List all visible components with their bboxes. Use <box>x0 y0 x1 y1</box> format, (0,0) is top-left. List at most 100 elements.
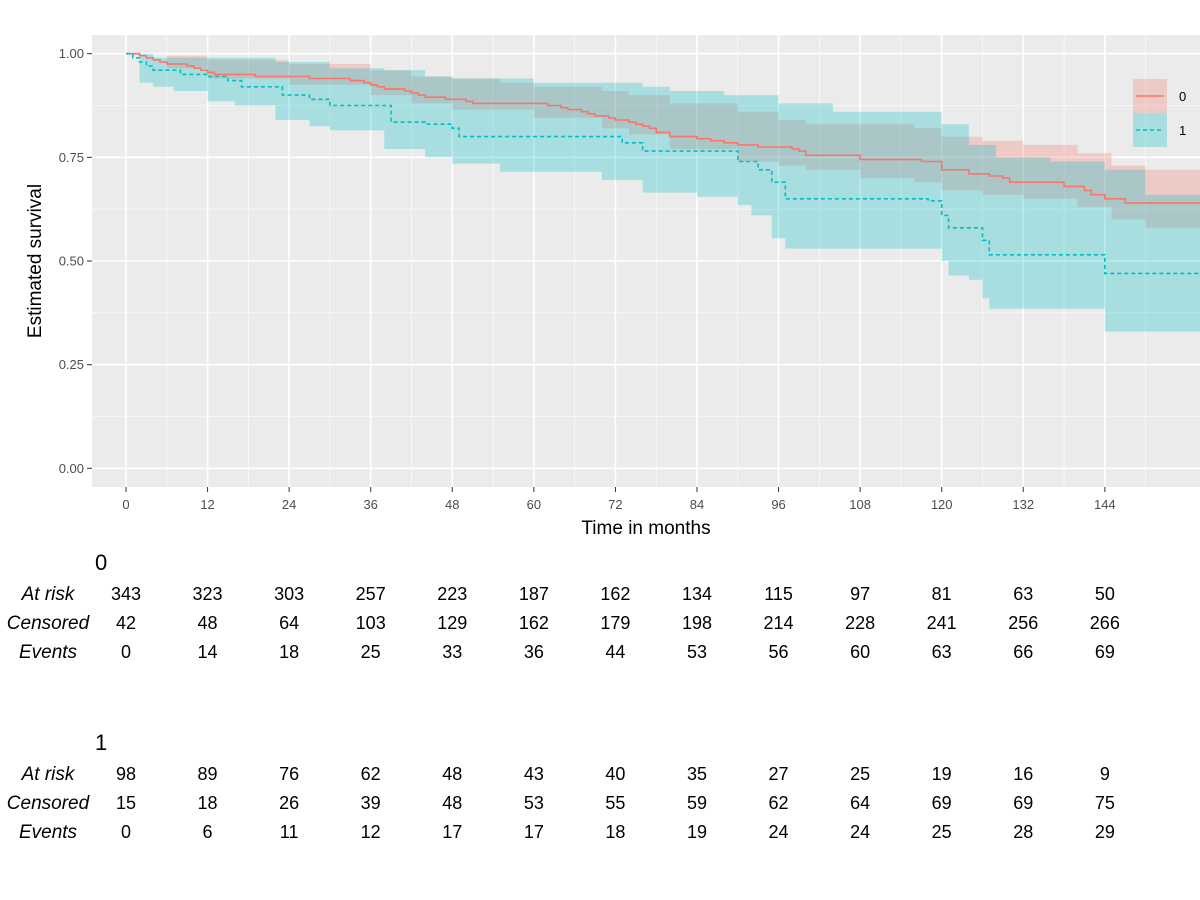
risk-table-cell: 6 <box>203 822 213 842</box>
risk-table-cell: 35 <box>687 764 707 784</box>
risk-table-cell: 12 <box>361 822 381 842</box>
risk-table-group-title: 0 <box>95 550 107 575</box>
x-tick-label: 120 <box>931 497 953 512</box>
risk-table-cell: 0 <box>121 642 131 662</box>
legend-item-1: 1 <box>1133 113 1186 147</box>
risk-table-cell: 44 <box>605 642 625 662</box>
risk-table-cell: 17 <box>524 822 544 842</box>
y-axis-title: Estimated survival <box>25 184 46 338</box>
risk-table-row-label: Events <box>19 822 78 843</box>
risk-table-cell: 63 <box>932 642 952 662</box>
x-tick-label: 24 <box>282 497 296 512</box>
risk-table-cell: 53 <box>524 793 544 813</box>
risk-table-cell: 24 <box>769 822 789 842</box>
risk-table-cell: 66 <box>1013 642 1033 662</box>
risk-table-cell: 18 <box>605 822 625 842</box>
risk-table-cell: 18 <box>279 642 299 662</box>
risk-table-cell: 36 <box>524 642 544 662</box>
x-tick-label: 84 <box>690 497 704 512</box>
risk-table-cell: 62 <box>361 764 381 784</box>
risk-table-cell: 53 <box>687 642 707 662</box>
risk-table-row-label: Censored <box>7 613 91 634</box>
risk-table-cell: 17 <box>442 822 462 842</box>
legend-label-1: 1 <box>1179 123 1186 138</box>
confidence-band-1 <box>126 53 1200 332</box>
risk-table-cell: 134 <box>682 584 712 604</box>
risk-table-cell: 14 <box>198 642 218 662</box>
risk-table-cell: 266 <box>1090 613 1120 633</box>
risk-table-group-title: 1 <box>95 730 107 755</box>
risk-table-cell: 323 <box>193 584 223 604</box>
risk-table-cell: 256 <box>1008 613 1038 633</box>
risk-table-cell: 16 <box>1013 764 1033 784</box>
grid <box>84 35 1200 487</box>
y-tick-label: 0.25 <box>59 357 84 372</box>
risk-table-cell: 257 <box>356 584 386 604</box>
risk-table-cell: 228 <box>845 613 875 633</box>
risk-table-cell: 56 <box>769 642 789 662</box>
legend-label-0: 0 <box>1179 89 1186 104</box>
risk-table-cell: 69 <box>932 793 952 813</box>
x-tick-label: 36 <box>363 497 377 512</box>
risk-table-cell: 223 <box>437 584 467 604</box>
risk-table-cell: 15 <box>116 793 136 813</box>
y-tick-label: 1.00 <box>59 46 84 61</box>
risk-table-cell: 18 <box>198 793 218 813</box>
risk-table-cell: 19 <box>687 822 707 842</box>
risk-table-cell: 48 <box>198 613 218 633</box>
risk-table-cell: 60 <box>850 642 870 662</box>
risk-table-cell: 69 <box>1095 642 1115 662</box>
risk-table-cell: 81 <box>932 584 952 604</box>
survival-curve-0 <box>126 52 1200 204</box>
x-tick-label: 48 <box>445 497 459 512</box>
risk-table-cell: 48 <box>442 793 462 813</box>
risk-table-cell: 64 <box>850 793 870 813</box>
risk-table-group-1: 1 At risk 98 89 76 62 48 43 40 35 27 25 19 16 9 Censore… <box>7 730 1115 843</box>
risk-table-cell: 62 <box>769 793 789 813</box>
x-tick-label: 60 <box>527 497 541 512</box>
confidence-bands <box>126 53 1200 332</box>
risk-table-cell: 214 <box>764 613 794 633</box>
risk-table-cell: 162 <box>519 613 549 633</box>
risk-table-cell: 43 <box>524 764 544 784</box>
risk-table-cell: 11 <box>280 822 299 842</box>
risk-table-cell: 97 <box>850 584 870 604</box>
survival-curves <box>126 52 1200 275</box>
risk-table-cell: 241 <box>927 613 957 633</box>
legend-item-0: 0 <box>1133 79 1186 113</box>
y-tick-label: 0.75 <box>59 150 84 165</box>
risk-table-cell: 303 <box>274 584 304 604</box>
x-tick-label: 132 <box>1012 497 1034 512</box>
x-tick-label: 12 <box>200 497 214 512</box>
risk-table-cell: 48 <box>442 764 462 784</box>
risk-table-cell: 25 <box>361 642 381 662</box>
risk-table-cell: 198 <box>682 613 712 633</box>
x-tick-label: 144 <box>1094 497 1116 512</box>
risk-table-cell: 29 <box>1095 822 1115 842</box>
risk-table-cell: 39 <box>361 793 381 813</box>
risk-table-cell: 55 <box>605 793 625 813</box>
risk-table-cell: 25 <box>932 822 952 842</box>
risk-table-cell: 42 <box>116 613 136 633</box>
risk-table-row-label: At risk <box>21 764 76 785</box>
risk-table-cell: 63 <box>1013 584 1033 604</box>
risk-table-cell: 75 <box>1095 793 1115 813</box>
risk-table-cell: 98 <box>116 764 136 784</box>
axes: 0 12 24 36 48 60 72 84 96 108 120 132 144 0.00 0.25 0.5… <box>59 46 1116 512</box>
risk-table-cell: 115 <box>764 584 793 604</box>
risk-table-cell: 64 <box>279 613 299 633</box>
x-tick-label: 0 <box>122 497 129 512</box>
risk-table-cell: 19 <box>932 764 952 784</box>
risk-table: 0At risk 343 323 303 257 223 187 162 134 115 97 81 6… <box>7 550 1120 843</box>
y-tick-label: 0.00 <box>59 461 84 476</box>
risk-table-cell: 129 <box>437 613 467 633</box>
x-tick-label: 108 <box>849 497 871 512</box>
legend: 01 <box>1133 79 1186 147</box>
risk-table-cell: 179 <box>600 613 630 633</box>
risk-table-cell: 187 <box>519 584 549 604</box>
y-tick-label: 0.50 <box>59 254 84 269</box>
x-tick-label: 72 <box>608 497 622 512</box>
risk-table-cell: 40 <box>605 764 625 784</box>
confidence-band-0 <box>126 53 1200 237</box>
risk-table-cell: 103 <box>356 613 386 633</box>
